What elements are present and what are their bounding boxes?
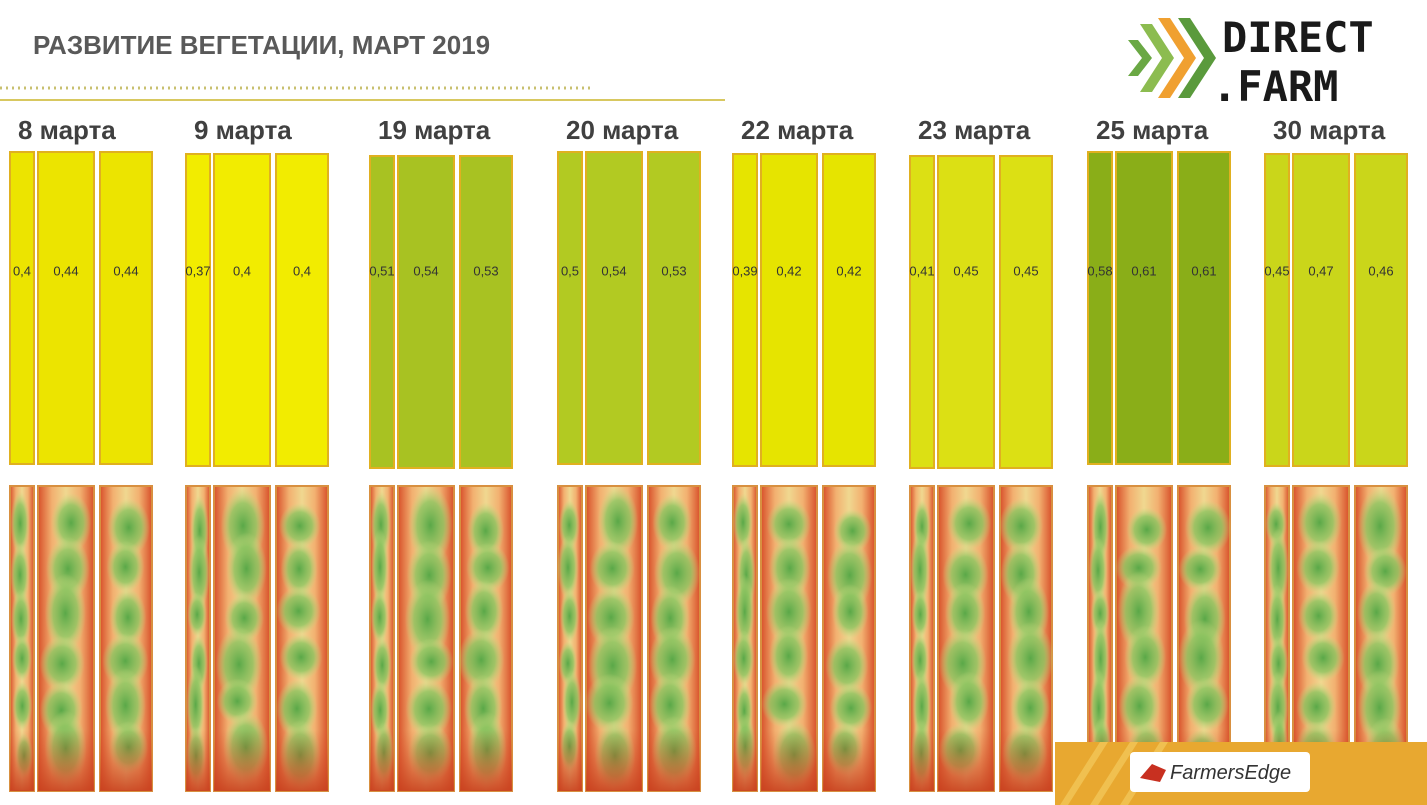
heatmap-edge [1116,486,1172,791]
ndvi-value: 0,4 [293,263,311,278]
heatmap-edge [910,486,934,791]
logo-chevron [1158,18,1196,98]
date-label: 25 марта [1096,115,1209,145]
date-label: 23 марта [918,115,1031,145]
ndvi-value: 0,39 [732,263,757,278]
footer-badge [1130,752,1310,792]
field-strip [1354,153,1408,467]
ndvi-value: 0,44 [53,263,78,278]
ndvi-value: 0,53 [473,263,498,278]
field-strip [647,151,701,465]
field-strip [275,153,329,467]
date-label: 20 марта [566,115,679,145]
field-strip [937,155,995,469]
field-strip [732,153,758,467]
field-strip [909,155,935,469]
logo: DIRECT .FARM [1128,13,1374,111]
field-strip [822,153,876,467]
field-strip [760,153,818,467]
date-label: 8 марта [18,115,116,145]
ndvi-value: 0,4 [13,263,31,278]
ndvi-value: 0,42 [836,263,861,278]
field-strip [999,155,1053,469]
heatmap-edge [938,486,994,791]
logo-chevron [1178,18,1216,98]
ndvi-value: 0,54 [413,263,438,278]
heatmap-edge [186,486,210,791]
heatmap-edge [761,486,817,791]
ndvi-value: 0,45 [1264,263,1289,278]
field-strip [585,151,643,465]
date-label: 19 марта [378,115,491,145]
field-strip [1264,153,1290,467]
slide-title: РАЗВИТИЕ ВЕГЕТАЦИИ, МАРТ 2019 [33,30,490,60]
heatmap-edge [398,486,454,791]
heatmap-edge [1293,486,1349,791]
heatmap-edge [648,486,700,791]
ndvi-value: 0,61 [1191,263,1216,278]
footer-band: FarmersEdge [1055,742,1427,805]
heatmap-edge [1355,486,1407,791]
heatmap-edge [1088,486,1112,791]
field-strip [369,155,395,469]
ndvi-value: 0,46 [1368,263,1393,278]
field-strip [1292,153,1350,467]
field-strip [1177,151,1231,465]
field-strip [9,151,35,465]
field-strip [459,155,513,469]
ndvi-value: 0,4 [233,263,251,278]
ndvi-value: 0,41 [909,263,934,278]
ndvi-value: 0,42 [776,263,801,278]
heatmap-edge [100,486,152,791]
heatmap-edge [214,486,270,791]
logo-chevron [1140,24,1174,92]
heatmap-edge [1265,486,1289,791]
field-strip [99,151,153,465]
field-strip [1087,151,1113,465]
ndvi-value: 0,37 [185,263,210,278]
field-strip [557,151,583,465]
date-label: 9 марта [194,115,292,145]
footer-stripes [1060,742,1168,805]
field-strip [37,151,95,465]
ndvi-value: 0,53 [661,263,686,278]
field-strip [213,153,271,467]
heatmap-edge [558,486,582,791]
footer-brand: FarmersEdge [1170,762,1291,784]
ndvi-value: 0,51 [369,263,394,278]
heatmap-edge [733,486,757,791]
ndvi-value: 0,45 [953,263,978,278]
field-strip [1115,151,1173,465]
field-strip [185,153,211,467]
ndvi-value: 0,47 [1308,263,1333,278]
heatmap-edge [38,486,94,791]
logo-text: .FARM [1212,62,1338,111]
ndvi-value: 0,61 [1131,263,1156,278]
heatmap-edge [1178,486,1230,791]
ndvi-value: 0,54 [601,263,626,278]
heatmap-edge [1000,486,1052,791]
field-strip [397,155,455,469]
ndvi-value: 0,5 [561,263,579,278]
heatmap-edge [370,486,394,791]
ndvi-value: 0,44 [113,263,138,278]
heatmap-edge [10,486,34,791]
heatmap-edge [460,486,512,791]
date-label: 30 марта [1273,115,1386,145]
logo-chevron [1128,40,1152,76]
ndvi-value: 0,45 [1013,263,1038,278]
ndvi-value: 0,58 [1087,263,1112,278]
brand-icon [1140,764,1166,782]
logo-text: DIRECT [1222,13,1374,62]
heatmap-edge [276,486,328,791]
date-label: 22 марта [741,115,854,145]
heatmap-edge [586,486,642,791]
heatmap-edge [823,486,875,791]
